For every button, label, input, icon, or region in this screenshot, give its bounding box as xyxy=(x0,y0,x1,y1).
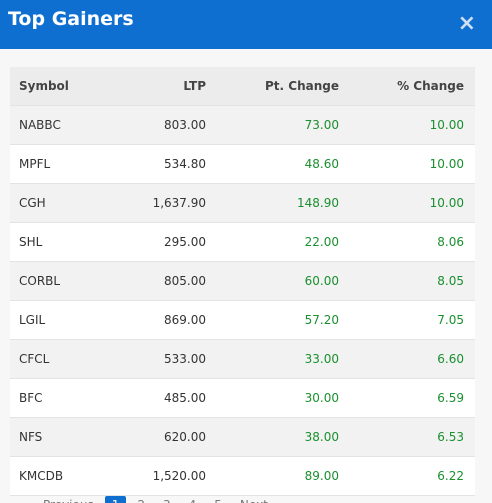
table-row: KMCDB 1,520.00 89.00 6.22 xyxy=(10,457,475,496)
table-cell: 805.00 xyxy=(164,274,206,288)
table-cell: 8.06 xyxy=(437,235,464,249)
table-row: CORBL 805.00 60.00 8.05 xyxy=(10,262,475,301)
table-cell: 6.59 xyxy=(437,391,464,405)
page-link[interactable]: Previous xyxy=(36,496,101,503)
table-cell: 485.00 xyxy=(164,391,206,405)
table-cell: 534.80 xyxy=(164,157,206,171)
page-link[interactable]: Next xyxy=(233,496,275,503)
table-cell: 803.00 xyxy=(164,118,206,132)
table-cell: 620.00 xyxy=(164,430,206,444)
table-cell: 57.20 xyxy=(304,313,339,327)
table-cell: 30.00 xyxy=(304,391,339,405)
table-cell: MPFL xyxy=(19,157,51,171)
table-cell: 8.05 xyxy=(437,274,464,288)
table-cell: NABBC xyxy=(19,118,61,132)
table-cell: 6.22 xyxy=(437,469,464,483)
table-cell: 1,637.90 xyxy=(152,196,206,210)
modal-header: Top Gainers × xyxy=(0,0,492,49)
table-row: NABBC 803.00 73.00 10.00 xyxy=(10,106,475,145)
close-button[interactable]: × xyxy=(457,11,476,36)
column-header: Pt. Change xyxy=(265,79,339,93)
page-link[interactable]: 3 xyxy=(156,496,178,503)
table-cell: 73.00 xyxy=(304,118,339,132)
table-cell: CORBL xyxy=(19,274,61,288)
table-cell: 22.00 xyxy=(304,235,339,249)
table-row: CGH 1,637.90 148.90 10.00 xyxy=(10,184,475,223)
table-row: SHL 295.00 22.00 8.06 xyxy=(10,223,475,262)
table-cell: 1,520.00 xyxy=(152,469,206,483)
table-row: LGIL 869.00 57.20 7.05 xyxy=(10,301,475,340)
table-cell: SHL xyxy=(19,235,43,249)
table-cell: 60.00 xyxy=(304,274,339,288)
table-cell: 533.00 xyxy=(164,352,206,366)
table-cell: 89.00 xyxy=(304,469,339,483)
column-header: LTP xyxy=(183,79,206,93)
table-cell: 6.53 xyxy=(437,430,464,444)
table-row: CFCL 533.00 33.00 6.60 xyxy=(10,340,475,379)
table-cell: CFCL xyxy=(19,352,50,366)
page-link[interactable]: 5 xyxy=(207,496,229,503)
table-cell: 6.60 xyxy=(437,352,464,366)
table-cell: CGH xyxy=(19,196,46,210)
table-row: BFC 485.00 30.00 6.59 xyxy=(10,379,475,418)
table-cell: 48.60 xyxy=(304,157,339,171)
table-cell: 33.00 xyxy=(304,352,339,366)
table-cell: 10.00 xyxy=(429,118,464,132)
table-cell: 10.00 xyxy=(429,157,464,171)
table-cell: NFS xyxy=(19,430,43,444)
page-link[interactable]: 1 xyxy=(104,496,127,503)
table-cell: KMCDB xyxy=(19,469,64,483)
table-row: MPFL 534.80 48.60 10.00 xyxy=(10,145,475,184)
gainers-table: Symbol LTP Pt. Change % Change NABBC 803.00 73… xyxy=(10,67,475,496)
table-cell: 869.00 xyxy=(164,313,206,327)
table-cell: 295.00 xyxy=(164,235,206,249)
table-cell: 148.90 xyxy=(297,196,339,210)
header-row: Symbol LTP Pt. Change % Change xyxy=(10,67,475,106)
page-link[interactable]: 2 xyxy=(130,496,152,503)
pagination: Previous12345 Next xyxy=(36,496,279,503)
column-header: % Change xyxy=(397,79,464,93)
table-cell: 10.00 xyxy=(429,196,464,210)
table-cell: BFC xyxy=(19,391,43,405)
table-cell: 7.05 xyxy=(437,313,464,327)
modal-title: Top Gainers xyxy=(8,8,134,30)
table-cell: LGIL xyxy=(19,313,46,327)
table-row: NFS 620.00 38.00 6.53 xyxy=(10,418,475,457)
table-cell: 38.00 xyxy=(304,430,339,444)
column-header: Symbol xyxy=(19,79,69,93)
page-link[interactable]: 4 xyxy=(182,496,204,503)
